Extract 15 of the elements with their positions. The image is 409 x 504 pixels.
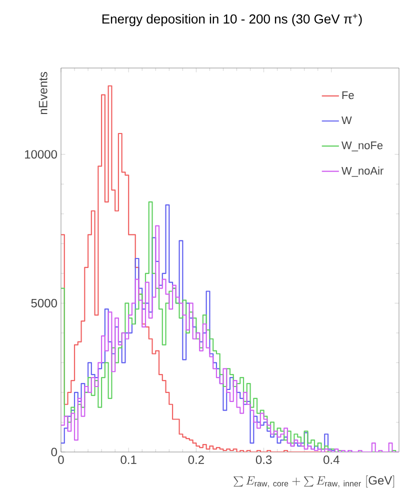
y-tick-label: 10000	[25, 150, 57, 159]
legend-label: W	[342, 116, 352, 124]
x-tick-label: 0.4	[324, 456, 340, 464]
y-axis-title: nEvents	[38, 72, 48, 114]
x-tick-label: 0.1	[120, 456, 136, 464]
x-tick-label: 0	[58, 456, 64, 464]
legend-label: W_noAir	[342, 166, 384, 177]
chart-title: Energy deposition in 10 - 200 ns (30 GeV π$^{+}$)	[102, 14, 362, 26]
legend-label: Fe	[342, 91, 354, 100]
y-tick-label: 0	[51, 448, 58, 456]
x-tick-label: 0.2	[188, 456, 204, 464]
legend-label: W_noFe	[342, 142, 383, 152]
y-tick-label: 5000	[31, 298, 57, 308]
x-axis-title: $\sum E_{\mathrm{raw,\ core}} + \sum E_{\mathrm{raw,\ inner}}\ [\mathrm{GeV}]$	[234, 476, 394, 488]
x-tick-label: 0.3	[256, 456, 272, 464]
